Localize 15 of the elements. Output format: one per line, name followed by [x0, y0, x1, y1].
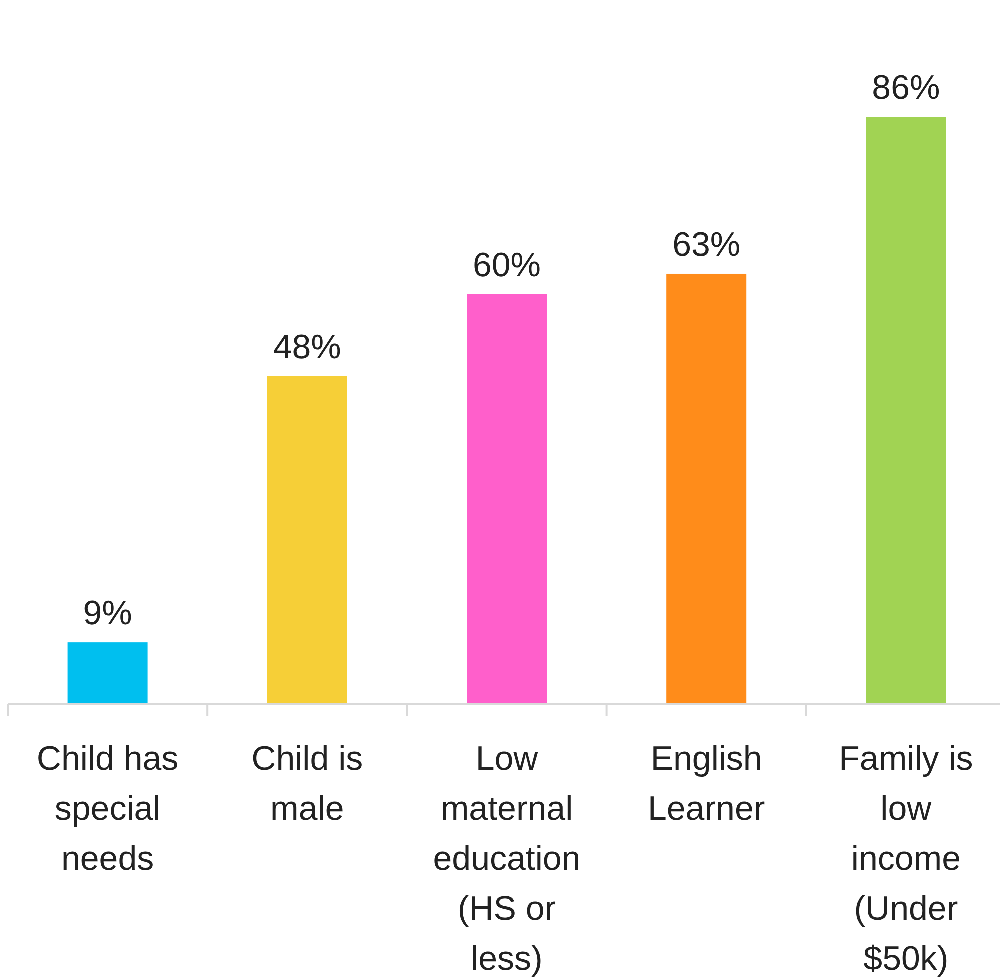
x-tick-label: English Learner [648, 740, 766, 828]
data-label: 9% [83, 594, 132, 633]
data-label: 60% [472, 246, 542, 284]
data-label: 63% [672, 226, 741, 264]
data-label: 48% [273, 328, 342, 366]
bar [467, 294, 547, 704]
x-tick-label: Family is low income (Under $50k) [839, 740, 974, 978]
bar [666, 274, 747, 704]
data-label: 86% [872, 69, 940, 107]
bar [866, 117, 946, 704]
bar [68, 642, 148, 704]
x-tick-label: Child is male [252, 740, 364, 828]
bar [267, 376, 348, 704]
x-tick-label: Child has special needs [36, 740, 179, 878]
x-tick-label: Low maternal education (HS or less) [433, 740, 581, 978]
